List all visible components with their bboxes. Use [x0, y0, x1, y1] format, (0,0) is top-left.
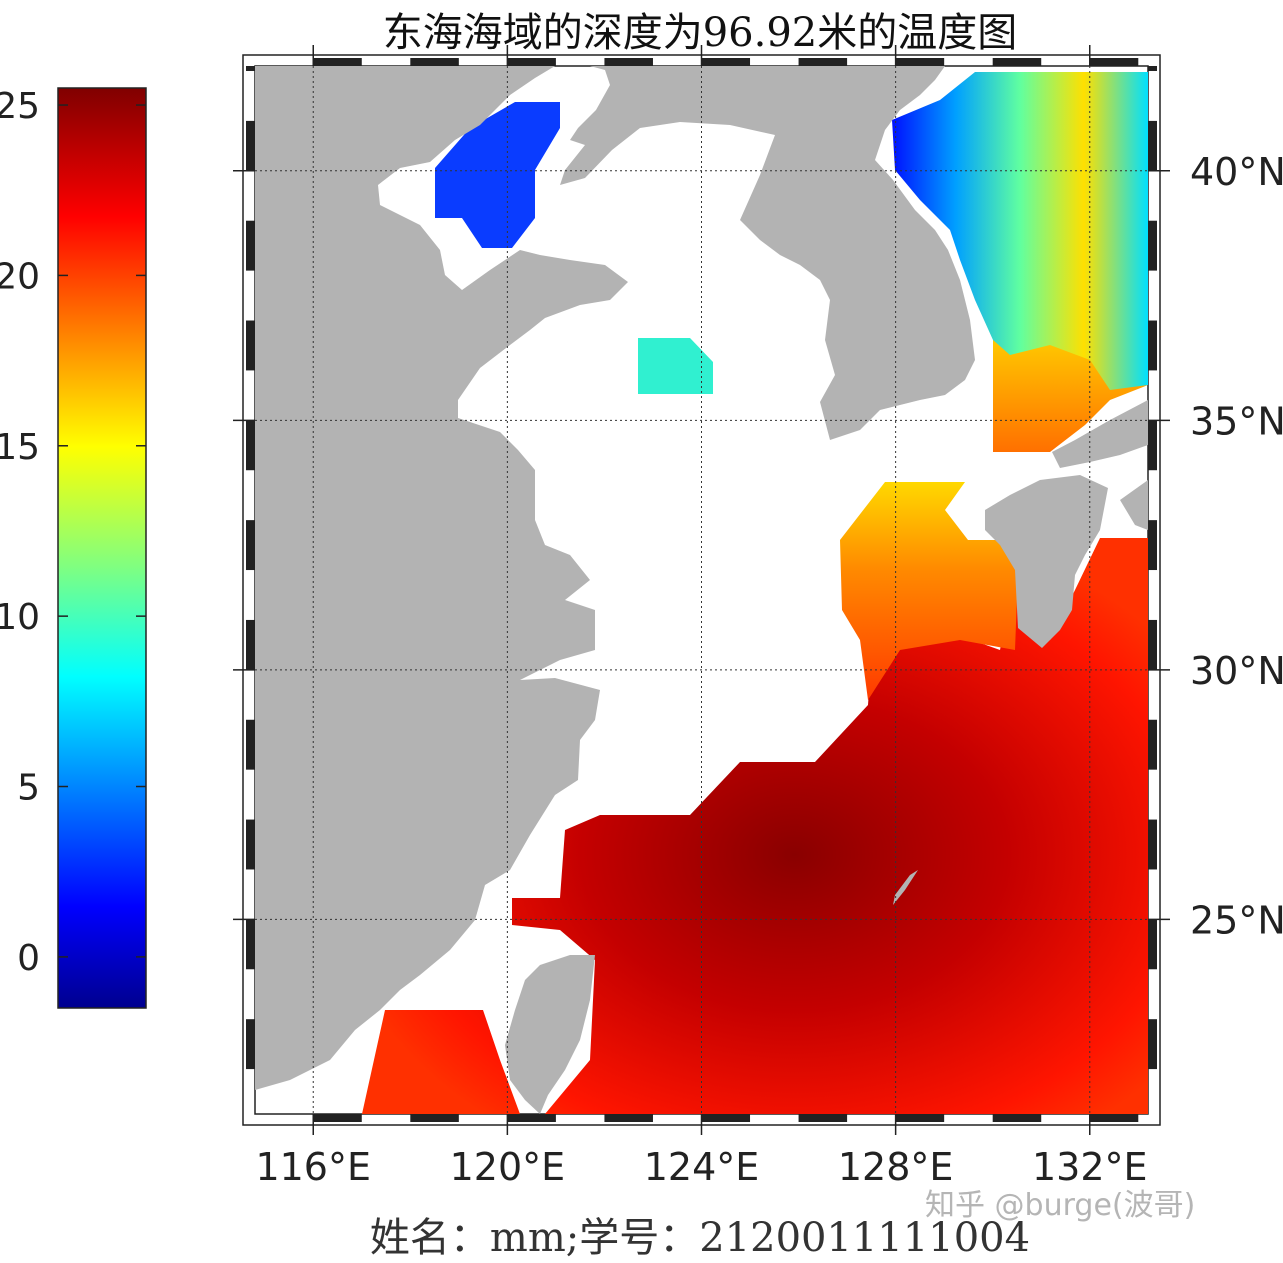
frame-segment [1148, 420, 1157, 471]
frame-segment [1089, 58, 1139, 66]
frame-segment [246, 1019, 255, 1070]
frame-segment [604, 1114, 653, 1122]
map-title: 东海海域的深度为96.92米的温度图 [382, 10, 1018, 56]
map-content [255, 66, 1148, 1114]
frame-segment [246, 819, 255, 870]
lon-tick-label: 116°E [255, 1145, 371, 1189]
lat-tick-label: 40°N [1190, 150, 1283, 194]
frame-segment [1148, 120, 1157, 171]
frame-segment [1148, 719, 1157, 770]
frame-segment [992, 58, 1042, 66]
frame-segment [1148, 220, 1157, 271]
graticule [255, 66, 1148, 1114]
japan-honshu-tip [1120, 480, 1148, 530]
student-info: 姓名：mm;学号：2120011111004 [369, 1215, 1031, 1261]
east-china-sea-north-transition [840, 482, 1018, 700]
frame-segment [701, 1114, 751, 1122]
frame-segment [246, 420, 255, 471]
lat-tick-label: 25°N [1190, 898, 1283, 942]
lat-tick-label: 30°N [1190, 649, 1283, 693]
colorbar: 0 5 10 15 20 25 [0, 86, 147, 1009]
frame-segment [1148, 320, 1157, 371]
frame-checker [246, 58, 1157, 1122]
frame-segment [604, 58, 653, 66]
frame-segment [410, 58, 459, 66]
taiwan-island [505, 955, 595, 1114]
frame-segment [1148, 1019, 1157, 1070]
east-sea-japan-north-region [892, 72, 1148, 390]
zhihu-watermark: 知乎 @burge(波哥) [925, 1188, 1196, 1223]
frame-segment [313, 1114, 362, 1122]
yellow-sea-cold-water-mass [638, 338, 713, 394]
map-axes: 116°E 120°E 124°E 128°E 132°E 25°N 30°N 35°N 40°… [233, 45, 1283, 1189]
frame-segment [895, 58, 945, 66]
frame-segment [246, 719, 255, 770]
jeju-islet [893, 870, 918, 905]
frame-segment [1148, 619, 1157, 670]
colorbar-tick-label: 10 [0, 597, 40, 638]
china-mainland [255, 66, 628, 1090]
frame-segment [246, 520, 255, 571]
frame-segment [1089, 1114, 1139, 1122]
lon-tick-label: 124°E [644, 1145, 760, 1189]
frame-segment [798, 1114, 848, 1122]
frame-segment [701, 58, 751, 66]
frame-segment [798, 58, 848, 66]
colorbar-tick-label: 5 [17, 768, 40, 809]
frame-segment [246, 619, 255, 670]
frame-segment [1148, 66, 1157, 71]
frame-segment [1148, 520, 1157, 571]
frame-segment [246, 320, 255, 371]
kuroshio-warm-region [362, 538, 1148, 1114]
colorbar-tick-label: 15 [0, 427, 40, 468]
bohai-cold-pool [435, 102, 560, 248]
liaodong-peninsula [560, 66, 975, 440]
japan-kyushu [985, 475, 1108, 648]
colorbar-ticks: 0 5 10 15 20 25 [0, 86, 146, 979]
frame-segment [246, 919, 255, 970]
frame-segment [507, 58, 556, 66]
lon-tick-label: 128°E [838, 1145, 954, 1189]
axis-tick-labels: 116°E 120°E 124°E 128°E 132°E 25°N 30°N 35°N 40°… [233, 45, 1283, 1189]
frame-segment [992, 1114, 1042, 1122]
colorbar-tick-label: 20 [0, 256, 40, 297]
frame-segment [313, 58, 362, 66]
lat-tick-label: 35°N [1190, 399, 1283, 443]
lon-tick-label: 132°E [1032, 1145, 1148, 1189]
frame-segment [246, 120, 255, 171]
lon-tick-label: 120°E [450, 1145, 566, 1189]
frame-segment [410, 1114, 459, 1122]
colorbar-gradient [57, 87, 147, 1009]
frame-segment [1148, 919, 1157, 970]
colorbar-tick-label: 0 [17, 938, 40, 979]
frame-segment [895, 1114, 945, 1122]
korea-south-coast [1052, 400, 1148, 468]
colorbar-tick-label: 25 [0, 86, 40, 127]
frame-segment [246, 220, 255, 271]
frame-segment [1148, 819, 1157, 870]
frame-segment [246, 66, 255, 71]
frame-segment [507, 1114, 556, 1122]
